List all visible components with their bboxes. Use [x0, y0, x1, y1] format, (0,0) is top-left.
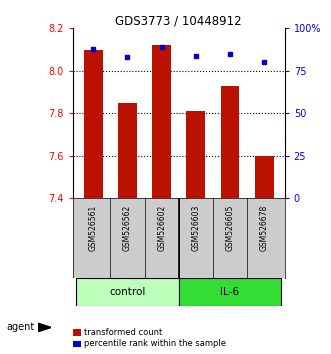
Text: GSM526561: GSM526561 — [89, 205, 98, 251]
Text: IL-6: IL-6 — [220, 287, 240, 297]
Bar — [186, 111, 205, 198]
Text: transformed count: transformed count — [84, 328, 163, 337]
Text: control: control — [109, 287, 146, 297]
Text: percentile rank within the sample: percentile rank within the sample — [84, 339, 226, 348]
Bar — [220, 86, 239, 198]
Bar — [118, 103, 137, 198]
Bar — [179, 278, 281, 306]
Text: GSM526605: GSM526605 — [225, 205, 234, 251]
Bar — [152, 45, 171, 198]
Text: GSM526602: GSM526602 — [157, 205, 166, 251]
Bar — [255, 156, 273, 198]
Polygon shape — [38, 323, 51, 332]
Text: GSM526603: GSM526603 — [191, 205, 200, 251]
Bar — [76, 278, 179, 306]
Text: GSM526562: GSM526562 — [123, 205, 132, 251]
Title: GDS3773 / 10448912: GDS3773 / 10448912 — [116, 14, 242, 27]
Bar — [84, 50, 103, 198]
Text: agent: agent — [7, 322, 35, 332]
Text: GSM526678: GSM526678 — [260, 205, 269, 251]
